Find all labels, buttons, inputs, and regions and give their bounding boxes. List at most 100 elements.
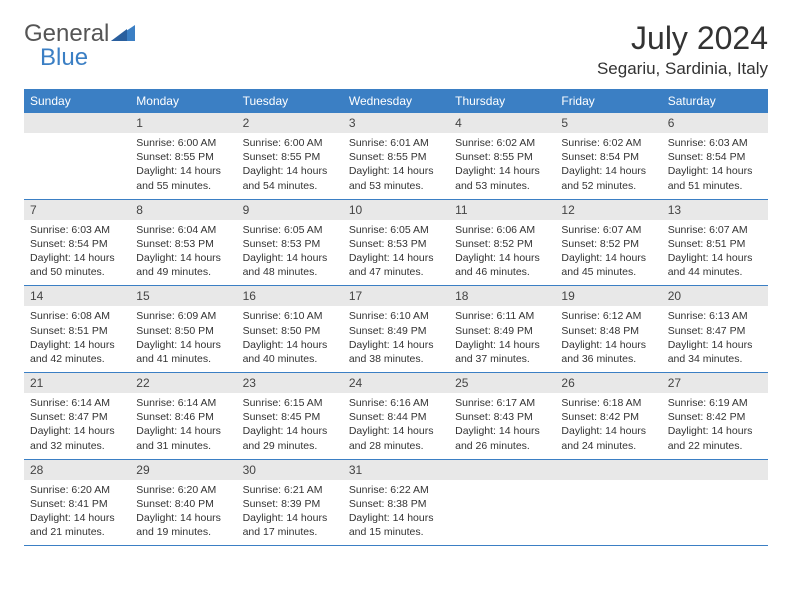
sunrise-text: Sunrise: 6:02 AM <box>455 136 549 150</box>
daylight-text: Daylight: 14 hours and 42 minutes. <box>30 338 124 366</box>
day-cell: 14Sunrise: 6:08 AMSunset: 8:51 PMDayligh… <box>24 286 130 372</box>
day-content: Sunrise: 6:19 AMSunset: 8:42 PMDaylight:… <box>662 393 768 459</box>
day-content: Sunrise: 6:07 AMSunset: 8:52 PMDaylight:… <box>555 220 661 286</box>
daylight-text: Daylight: 14 hours and 53 minutes. <box>455 164 549 192</box>
sunrise-text: Sunrise: 6:17 AM <box>455 396 549 410</box>
day-number: 23 <box>237 373 343 393</box>
day-number <box>449 460 555 480</box>
day-number: 26 <box>555 373 661 393</box>
dow-friday: Friday <box>555 89 661 113</box>
day-number: 29 <box>130 460 236 480</box>
day-cell: 9Sunrise: 6:05 AMSunset: 8:53 PMDaylight… <box>237 200 343 286</box>
day-cell: 18Sunrise: 6:11 AMSunset: 8:49 PMDayligh… <box>449 286 555 372</box>
day-content: Sunrise: 6:09 AMSunset: 8:50 PMDaylight:… <box>130 306 236 372</box>
sunrise-text: Sunrise: 6:22 AM <box>349 483 443 497</box>
daylight-text: Daylight: 14 hours and 28 minutes. <box>349 424 443 452</box>
day-cell: 19Sunrise: 6:12 AMSunset: 8:48 PMDayligh… <box>555 286 661 372</box>
day-cell: 8Sunrise: 6:04 AMSunset: 8:53 PMDaylight… <box>130 200 236 286</box>
day-cell <box>449 460 555 546</box>
sunset-text: Sunset: 8:43 PM <box>455 410 549 424</box>
day-content: Sunrise: 6:02 AMSunset: 8:55 PMDaylight:… <box>449 133 555 199</box>
sunset-text: Sunset: 8:55 PM <box>243 150 337 164</box>
sunset-text: Sunset: 8:39 PM <box>243 497 337 511</box>
day-content: Sunrise: 6:10 AMSunset: 8:49 PMDaylight:… <box>343 306 449 372</box>
day-content: Sunrise: 6:01 AMSunset: 8:55 PMDaylight:… <box>343 133 449 199</box>
day-content: Sunrise: 6:06 AMSunset: 8:52 PMDaylight:… <box>449 220 555 286</box>
day-number: 5 <box>555 113 661 133</box>
day-cell: 11Sunrise: 6:06 AMSunset: 8:52 PMDayligh… <box>449 200 555 286</box>
dow-saturday: Saturday <box>662 89 768 113</box>
day-cell: 22Sunrise: 6:14 AMSunset: 8:46 PMDayligh… <box>130 373 236 459</box>
day-number: 17 <box>343 286 449 306</box>
day-cell <box>662 460 768 546</box>
day-number <box>24 113 130 133</box>
daylight-text: Daylight: 14 hours and 29 minutes. <box>243 424 337 452</box>
dow-wednesday: Wednesday <box>343 89 449 113</box>
day-number: 22 <box>130 373 236 393</box>
daylight-text: Daylight: 14 hours and 34 minutes. <box>668 338 762 366</box>
sunset-text: Sunset: 8:54 PM <box>668 150 762 164</box>
day-number: 30 <box>237 460 343 480</box>
day-cell: 12Sunrise: 6:07 AMSunset: 8:52 PMDayligh… <box>555 200 661 286</box>
day-content: Sunrise: 6:21 AMSunset: 8:39 PMDaylight:… <box>237 480 343 546</box>
day-cell: 23Sunrise: 6:15 AMSunset: 8:45 PMDayligh… <box>237 373 343 459</box>
day-of-week-header: Sunday Monday Tuesday Wednesday Thursday… <box>24 89 768 113</box>
daylight-text: Daylight: 14 hours and 52 minutes. <box>561 164 655 192</box>
sunset-text: Sunset: 8:54 PM <box>30 237 124 251</box>
daylight-text: Daylight: 14 hours and 21 minutes. <box>30 511 124 539</box>
daylight-text: Daylight: 14 hours and 50 minutes. <box>30 251 124 279</box>
day-content: Sunrise: 6:10 AMSunset: 8:50 PMDaylight:… <box>237 306 343 372</box>
sunrise-text: Sunrise: 6:10 AM <box>349 309 443 323</box>
day-number: 8 <box>130 200 236 220</box>
day-cell: 24Sunrise: 6:16 AMSunset: 8:44 PMDayligh… <box>343 373 449 459</box>
sunset-text: Sunset: 8:38 PM <box>349 497 443 511</box>
sunrise-text: Sunrise: 6:07 AM <box>668 223 762 237</box>
daylight-text: Daylight: 14 hours and 54 minutes. <box>243 164 337 192</box>
sunrise-text: Sunrise: 6:14 AM <box>136 396 230 410</box>
sunrise-text: Sunrise: 6:00 AM <box>243 136 337 150</box>
day-number: 27 <box>662 373 768 393</box>
week-row: 21Sunrise: 6:14 AMSunset: 8:47 PMDayligh… <box>24 373 768 460</box>
daylight-text: Daylight: 14 hours and 37 minutes. <box>455 338 549 366</box>
daylight-text: Daylight: 14 hours and 40 minutes. <box>243 338 337 366</box>
day-number: 7 <box>24 200 130 220</box>
title-block: July 2024 Segariu, Sardinia, Italy <box>597 20 768 79</box>
day-content: Sunrise: 6:16 AMSunset: 8:44 PMDaylight:… <box>343 393 449 459</box>
dow-tuesday: Tuesday <box>237 89 343 113</box>
header: General July 2024 Segariu, Sardinia, Ita… <box>24 20 768 79</box>
logo-text-blue: Blue <box>40 44 88 71</box>
sunrise-text: Sunrise: 6:06 AM <box>455 223 549 237</box>
sunrise-text: Sunrise: 6:03 AM <box>30 223 124 237</box>
location: Segariu, Sardinia, Italy <box>597 59 768 79</box>
day-number: 18 <box>449 286 555 306</box>
day-number: 6 <box>662 113 768 133</box>
day-content: Sunrise: 6:22 AMSunset: 8:38 PMDaylight:… <box>343 480 449 546</box>
daylight-text: Daylight: 14 hours and 17 minutes. <box>243 511 337 539</box>
week-row: 7Sunrise: 6:03 AMSunset: 8:54 PMDaylight… <box>24 200 768 287</box>
sunrise-text: Sunrise: 6:08 AM <box>30 309 124 323</box>
sunrise-text: Sunrise: 6:20 AM <box>30 483 124 497</box>
day-number: 31 <box>343 460 449 480</box>
day-number: 12 <box>555 200 661 220</box>
sunset-text: Sunset: 8:45 PM <box>243 410 337 424</box>
day-content: Sunrise: 6:14 AMSunset: 8:46 PMDaylight:… <box>130 393 236 459</box>
sunset-text: Sunset: 8:53 PM <box>349 237 443 251</box>
daylight-text: Daylight: 14 hours and 32 minutes. <box>30 424 124 452</box>
day-number: 13 <box>662 200 768 220</box>
sunset-text: Sunset: 8:55 PM <box>349 150 443 164</box>
sunset-text: Sunset: 8:50 PM <box>243 324 337 338</box>
daylight-text: Daylight: 14 hours and 22 minutes. <box>668 424 762 452</box>
daylight-text: Daylight: 14 hours and 48 minutes. <box>243 251 337 279</box>
day-cell: 30Sunrise: 6:21 AMSunset: 8:39 PMDayligh… <box>237 460 343 546</box>
dow-sunday: Sunday <box>24 89 130 113</box>
sunset-text: Sunset: 8:55 PM <box>455 150 549 164</box>
sunset-text: Sunset: 8:46 PM <box>136 410 230 424</box>
daylight-text: Daylight: 14 hours and 24 minutes. <box>561 424 655 452</box>
daylight-text: Daylight: 14 hours and 47 minutes. <box>349 251 443 279</box>
dow-monday: Monday <box>130 89 236 113</box>
day-number: 10 <box>343 200 449 220</box>
sunrise-text: Sunrise: 6:01 AM <box>349 136 443 150</box>
day-content: Sunrise: 6:14 AMSunset: 8:47 PMDaylight:… <box>24 393 130 459</box>
daylight-text: Daylight: 14 hours and 19 minutes. <box>136 511 230 539</box>
day-content: Sunrise: 6:20 AMSunset: 8:41 PMDaylight:… <box>24 480 130 546</box>
